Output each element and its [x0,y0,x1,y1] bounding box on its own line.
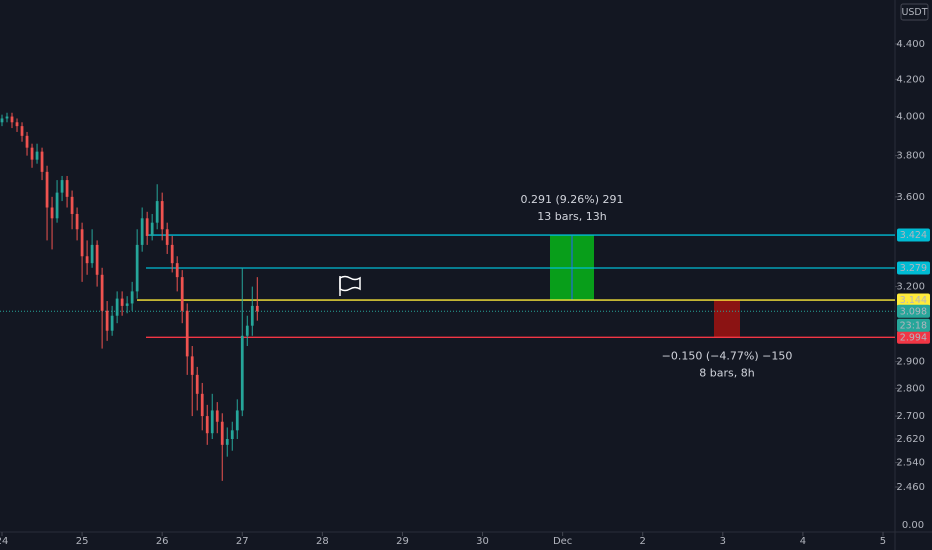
candle-body [90,244,94,264]
candle-body [195,374,199,394]
candle-body [190,356,194,375]
candle-body [165,229,169,245]
candle-body [250,305,254,326]
candle-body [75,213,79,230]
y-tick-label: 4.400 [896,39,925,50]
countdown-bg [897,318,930,332]
candle-body [115,298,119,316]
candle-body [230,430,234,439]
candle-body [35,151,39,160]
candle-body [110,315,114,331]
x-tick-label: 25 [76,536,89,547]
candle-body [20,126,24,136]
level-tag: 3.144 [900,295,927,306]
y-tick-label: 4.000 [896,112,925,123]
candle-body [60,180,64,193]
candle-body [150,222,154,236]
x-tick-label: 27 [236,536,249,547]
candle-body [120,298,124,306]
candle-body [200,393,204,417]
x-tick-label: 26 [156,536,169,547]
last-price-tag: 3.098 [900,306,927,317]
candle-body [255,305,259,312]
candle-body [225,438,229,445]
candle-body [70,196,74,214]
candle-body [130,291,134,304]
y-tick-label: 2.620 [896,434,925,445]
candle-body [170,244,174,264]
x-tick-label: 29 [396,536,409,547]
level-tag-bg [897,228,930,242]
candle-body [95,244,99,275]
candle-body [40,151,44,172]
candle-body [10,116,14,123]
x-tick-label: 28 [316,536,329,547]
y-tick-label: 2.460 [896,482,925,493]
y-tick-label: 2.800 [896,383,925,394]
y-tick-label: 3.800 [896,151,925,162]
box-text: 0.291 (9.26%) 291 [520,193,623,206]
level-tag: 3.424 [900,230,927,241]
level-tag-bg [897,261,930,275]
candle-body [80,229,84,257]
candle-body [220,421,224,445]
candle-body [50,207,54,219]
candle-body [85,256,89,264]
level-tag: 3.279 [900,263,927,274]
candle-body [160,201,164,230]
x-tick-label: 30 [476,536,489,547]
candle-body [45,171,49,208]
candle-body [145,218,149,236]
candle-body [210,410,214,434]
volume-scale-label: 0.00 [902,520,924,531]
candle-body [180,277,184,311]
y-tick-label: 2.540 [896,458,925,469]
candle-body [0,118,4,123]
box-text: −0.150 (−4.77%) −150 [662,349,793,362]
countdown: 23:18 [900,320,927,331]
candle-body [125,303,129,306]
candle-body [215,410,219,422]
y-tick-label: 3.600 [896,192,925,203]
candle-body [25,135,29,148]
currency-box[interactable] [900,3,929,21]
x-tick-label: 24 [0,536,8,547]
level-tag-bg [897,293,930,307]
candle-body [245,325,249,336]
candle-body [205,416,209,434]
candle-body [185,310,189,357]
y-tick-label: 2.700 [896,411,925,422]
flag-icon [339,275,361,296]
currency-label[interactable]: USDT [901,7,927,18]
x-tick-label: Dec [553,536,572,547]
candle-body [135,244,139,292]
candle-body [15,122,19,127]
y-tick-label: 3.200 [896,282,925,293]
candle-body [175,263,179,278]
candle-body [65,180,69,197]
candle-body [140,218,144,245]
candle-body [240,335,244,411]
x-tick-label: 3 [720,536,726,547]
candle-body [235,410,239,431]
level-tag-bg [897,330,930,344]
candle-body [5,116,9,119]
x-tick-label: 5 [880,536,886,547]
candle-body [155,201,159,223]
stop-box [714,300,740,338]
y-tick-label: 2.900 [896,357,925,368]
last-price-tag-bg [897,304,930,318]
candle-body [100,274,104,311]
box-text: 13 bars, 13h [537,210,606,223]
candle-body [55,192,59,219]
level-tag: 2.994 [900,332,927,343]
candle-body [105,310,109,331]
candle-body [30,147,34,160]
x-tick-label: 4 [800,536,806,547]
x-tick-label: 2 [640,536,646,547]
y-tick-label: 4.200 [896,74,925,85]
box-text: 8 bars, 8h [699,366,754,379]
